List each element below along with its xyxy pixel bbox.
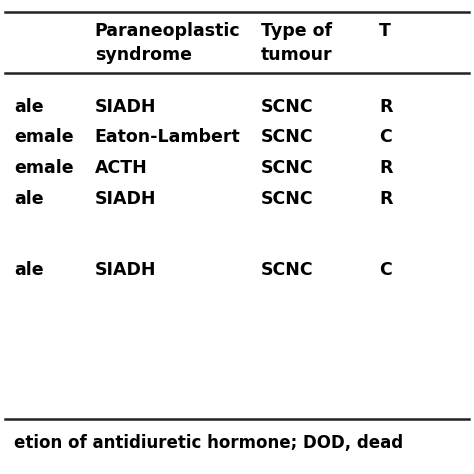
Text: emale: emale: [14, 128, 74, 146]
Text: SCNC: SCNC: [261, 128, 313, 146]
Text: SIADH: SIADH: [95, 98, 156, 116]
Text: SCNC: SCNC: [261, 159, 313, 177]
Text: emale: emale: [14, 159, 74, 177]
Text: SIADH: SIADH: [95, 261, 156, 279]
Text: etion of antidiuretic hormone; DOD, dead: etion of antidiuretic hormone; DOD, dead: [14, 434, 403, 452]
Text: T: T: [379, 22, 391, 40]
Text: ACTH: ACTH: [95, 159, 147, 177]
Text: Paraneoplastic: Paraneoplastic: [95, 22, 240, 40]
Text: R: R: [379, 159, 392, 177]
Text: ale: ale: [14, 261, 44, 279]
Text: ale: ale: [14, 190, 44, 208]
Text: R: R: [379, 98, 392, 116]
Text: C: C: [379, 128, 392, 146]
Text: Eaton-Lambert: Eaton-Lambert: [95, 128, 240, 146]
Text: SIADH: SIADH: [95, 190, 156, 208]
Text: syndrome: syndrome: [95, 46, 192, 64]
Text: C: C: [379, 261, 392, 279]
Text: SCNC: SCNC: [261, 190, 313, 208]
Text: SCNC: SCNC: [261, 98, 313, 116]
Text: ale: ale: [14, 98, 44, 116]
Text: Type of: Type of: [261, 22, 332, 40]
Text: SCNC: SCNC: [261, 261, 313, 279]
Text: R: R: [379, 190, 392, 208]
Text: tumour: tumour: [261, 46, 332, 64]
